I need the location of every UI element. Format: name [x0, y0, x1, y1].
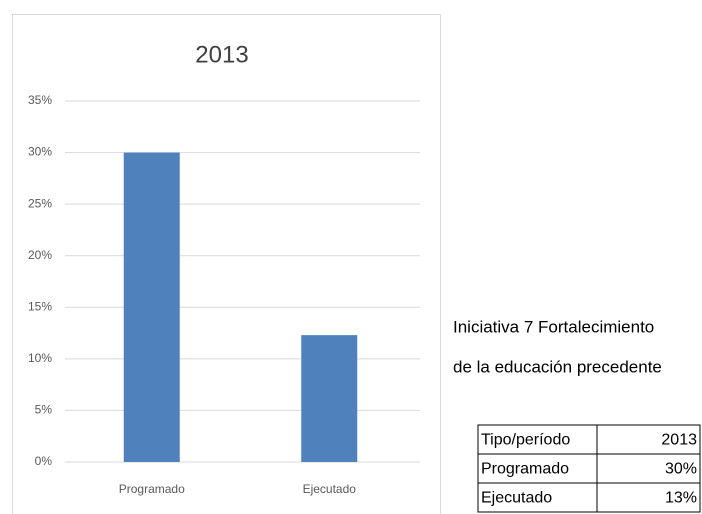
table-text: Programado: [481, 461, 569, 478]
table-text: 13%: [665, 490, 697, 507]
y-tick-label: 0%: [35, 454, 53, 468]
caption-line: de la educación precedente: [453, 357, 662, 376]
y-tick-label: 15%: [28, 299, 52, 313]
chart-frame: [12, 14, 441, 514]
y-tick-label: 10%: [28, 351, 52, 365]
x-tick-label: Programado: [119, 482, 185, 496]
x-tick-label: Ejecutado: [303, 482, 357, 496]
y-tick-label: 35%: [28, 93, 52, 107]
caption-line: Iniciativa 7 Fortalecimiento: [453, 317, 654, 336]
table-cell: [596, 482, 701, 513]
y-tick-label: 30%: [28, 145, 52, 159]
bar: [301, 335, 358, 462]
y-tick-label: 25%: [28, 196, 52, 210]
bar: [123, 152, 180, 463]
table-text: Tipo/período: [481, 432, 570, 449]
y-tick-label: 5%: [35, 403, 53, 417]
table-text: Ejecutado: [481, 490, 552, 507]
chart-title: 2013: [195, 41, 248, 68]
table-text: 30%: [665, 461, 697, 478]
y-tick-label: 20%: [28, 248, 52, 262]
table-text: 2013: [661, 432, 697, 449]
